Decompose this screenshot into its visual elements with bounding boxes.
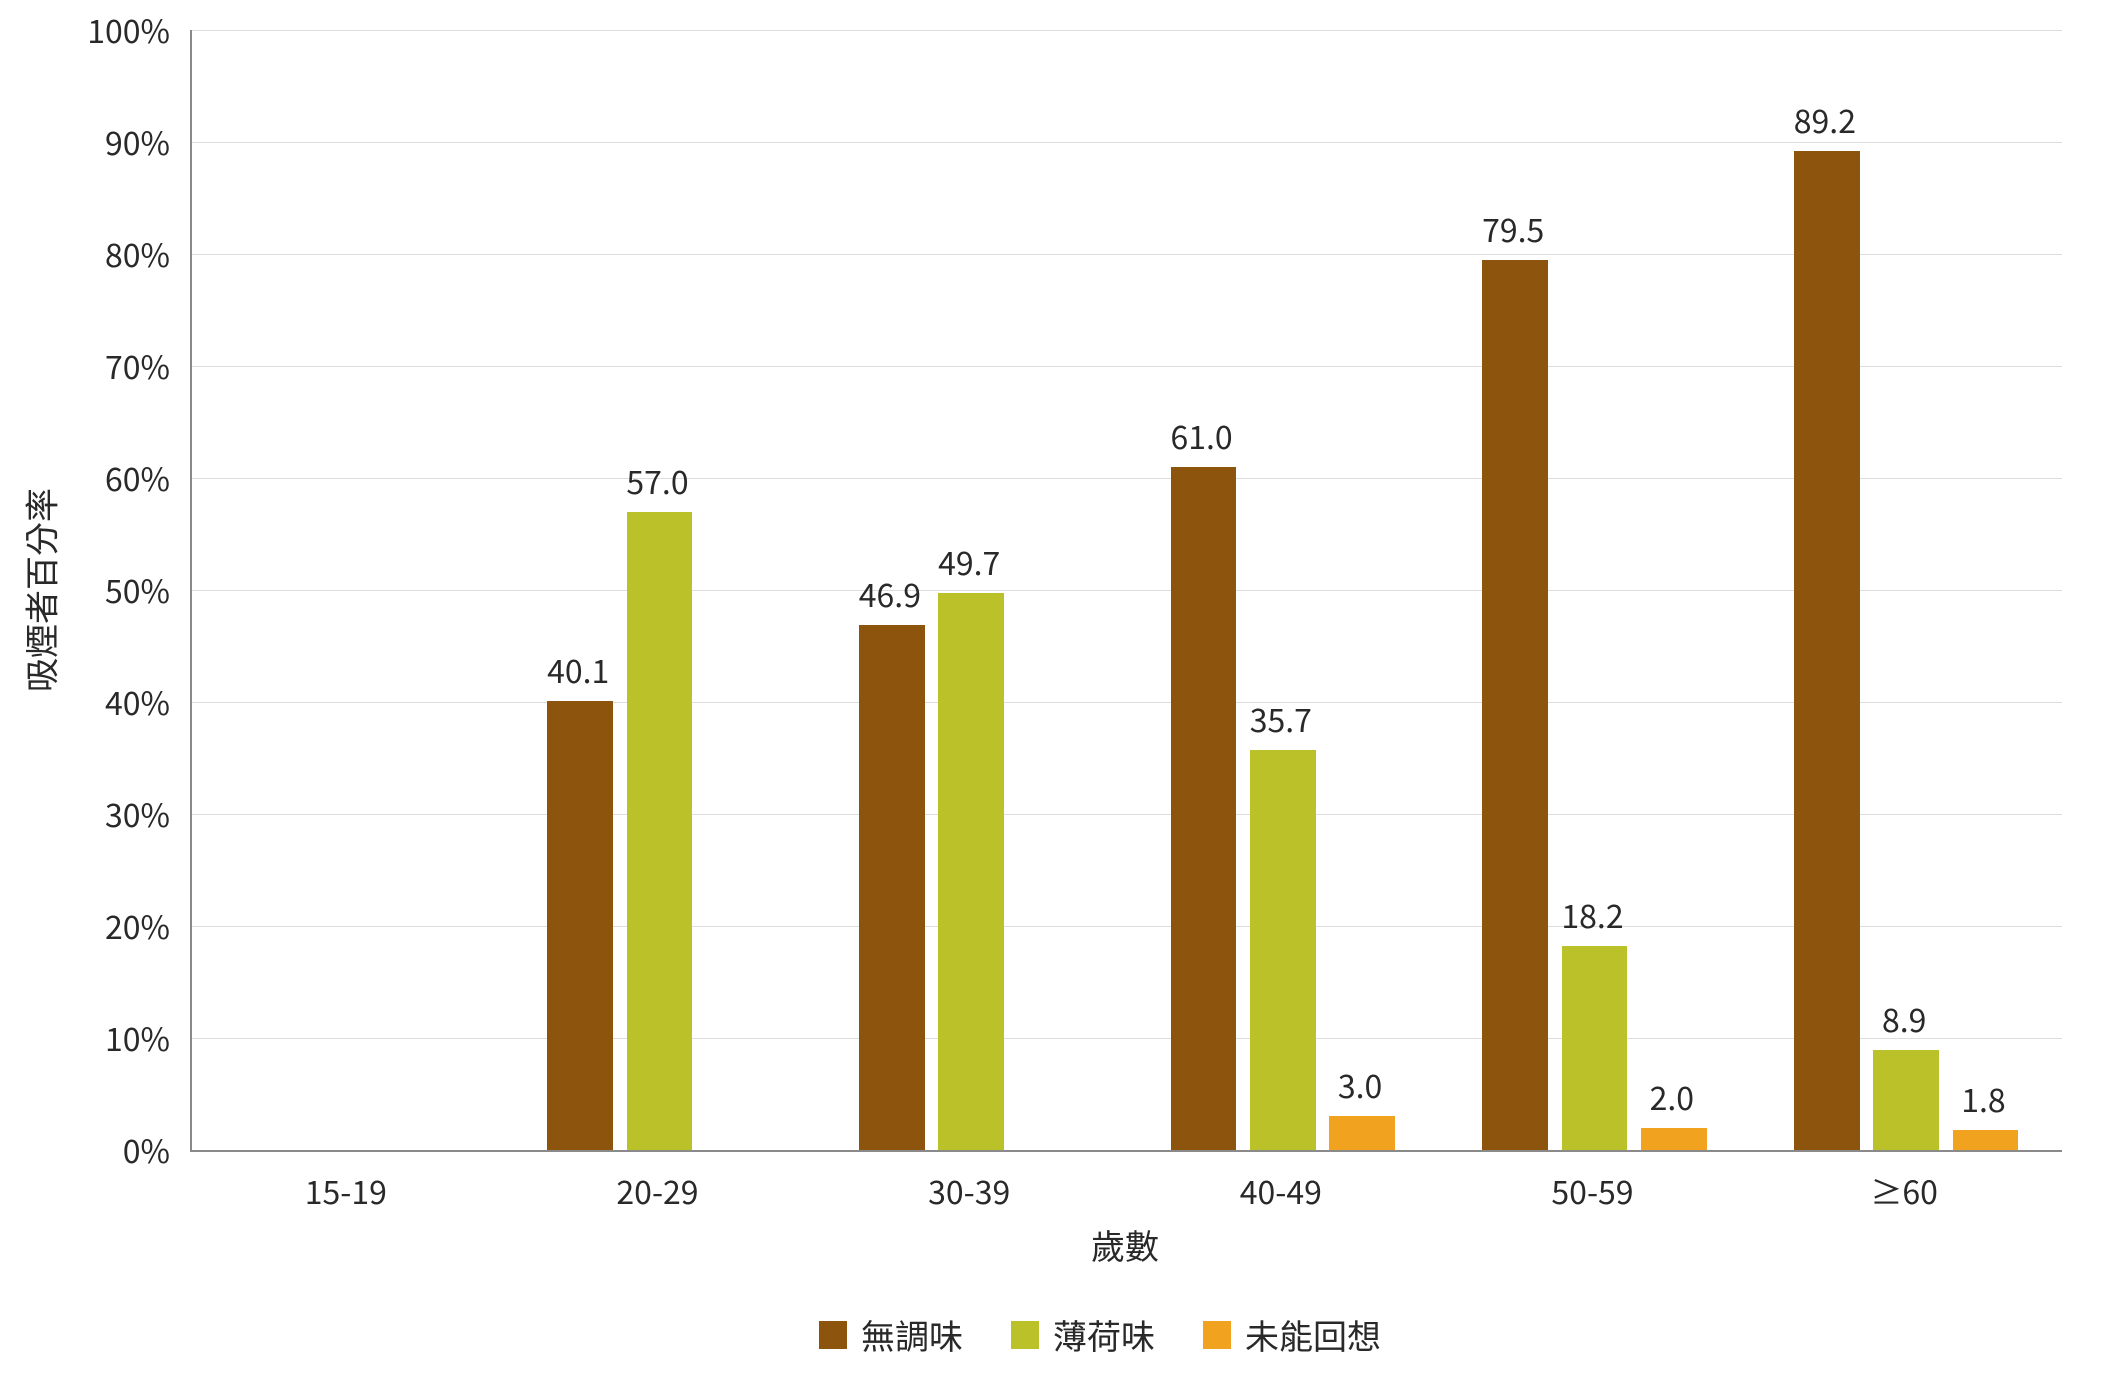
bar-label: 8.9 — [1882, 996, 1926, 1042]
bar-unflavored — [1171, 467, 1237, 1150]
y-tick-label: 20% — [20, 903, 170, 949]
x-tick-label: 40-49 — [1240, 1168, 1322, 1214]
legend-label: 未能回想 — [1245, 1310, 1381, 1359]
gridline — [192, 1038, 2062, 1039]
bar-label: 46.9 — [859, 571, 921, 617]
y-tick-label: 30% — [20, 791, 170, 837]
x-tick-label: 50-59 — [1551, 1168, 1633, 1214]
bar-unflavored — [859, 625, 925, 1150]
y-tick-label: 70% — [20, 343, 170, 389]
legend-label: 薄荷味 — [1053, 1310, 1155, 1359]
y-axis-title: 吸煙者百分率 — [16, 488, 65, 692]
gridline — [192, 590, 2062, 591]
gridline — [192, 254, 2062, 255]
gridline — [192, 30, 2062, 31]
bar-unflavored — [1794, 151, 1860, 1150]
bar-label: 57.0 — [626, 458, 688, 504]
y-tick-label: 100% — [20, 7, 170, 53]
gridline — [192, 478, 2062, 479]
bar-unflavored — [547, 701, 613, 1150]
bar-label: 89.2 — [1794, 97, 1856, 143]
legend-swatch — [1011, 1321, 1039, 1349]
bar-menthol — [1873, 1050, 1939, 1150]
y-tick-label: 0% — [20, 1127, 170, 1173]
bar-menthol — [1562, 946, 1628, 1150]
bar-unknown — [1641, 1128, 1707, 1150]
x-tick-label: ≥60 — [1870, 1168, 1938, 1214]
gridline — [192, 142, 2062, 143]
bar-unflavored — [1482, 260, 1548, 1150]
smokers-by-age-flavor-chart: 0%10%20%30%40%50%60%70%80%90%100%吸煙者百分率1… — [0, 0, 2107, 1377]
bar-label: 49.7 — [938, 539, 1000, 585]
bar-unknown — [1329, 1116, 1395, 1150]
legend-item-menthol: 薄荷味 — [1011, 1310, 1155, 1359]
y-tick-label: 10% — [20, 1015, 170, 1061]
legend-item-unflavored: 無調味 — [819, 1310, 963, 1359]
bar-label: 79.5 — [1482, 206, 1544, 252]
y-tick-label: 90% — [20, 119, 170, 165]
plot-area — [190, 30, 2062, 1152]
legend-label: 無調味 — [861, 1310, 963, 1359]
bar-label: 40.1 — [547, 647, 609, 693]
x-axis-title: 歲數 — [1091, 1220, 1159, 1269]
bar-label: 61.0 — [1170, 413, 1232, 459]
legend-swatch — [1203, 1321, 1231, 1349]
bar-label: 2.0 — [1650, 1074, 1694, 1120]
bar-menthol — [1250, 750, 1316, 1150]
bar-menthol — [627, 512, 693, 1150]
bar-label: 3.0 — [1338, 1062, 1382, 1108]
gridline — [192, 366, 2062, 367]
legend: 無調味 薄荷味 未能回想 — [819, 1310, 1381, 1359]
legend-swatch — [819, 1321, 847, 1349]
y-tick-label: 80% — [20, 231, 170, 277]
gridline — [192, 926, 2062, 927]
bar-label: 35.7 — [1250, 696, 1312, 742]
x-tick-label: 15-19 — [305, 1168, 387, 1214]
legend-item-unknown: 未能回想 — [1203, 1310, 1381, 1359]
gridline — [192, 814, 2062, 815]
gridline — [192, 702, 2062, 703]
x-tick-label: 30-39 — [928, 1168, 1010, 1214]
x-tick-label: 20-29 — [616, 1168, 698, 1214]
bar-label: 18.2 — [1561, 892, 1623, 938]
bar-menthol — [938, 593, 1004, 1150]
bar-label: 1.8 — [1961, 1076, 2005, 1122]
bar-unknown — [1953, 1130, 2019, 1150]
